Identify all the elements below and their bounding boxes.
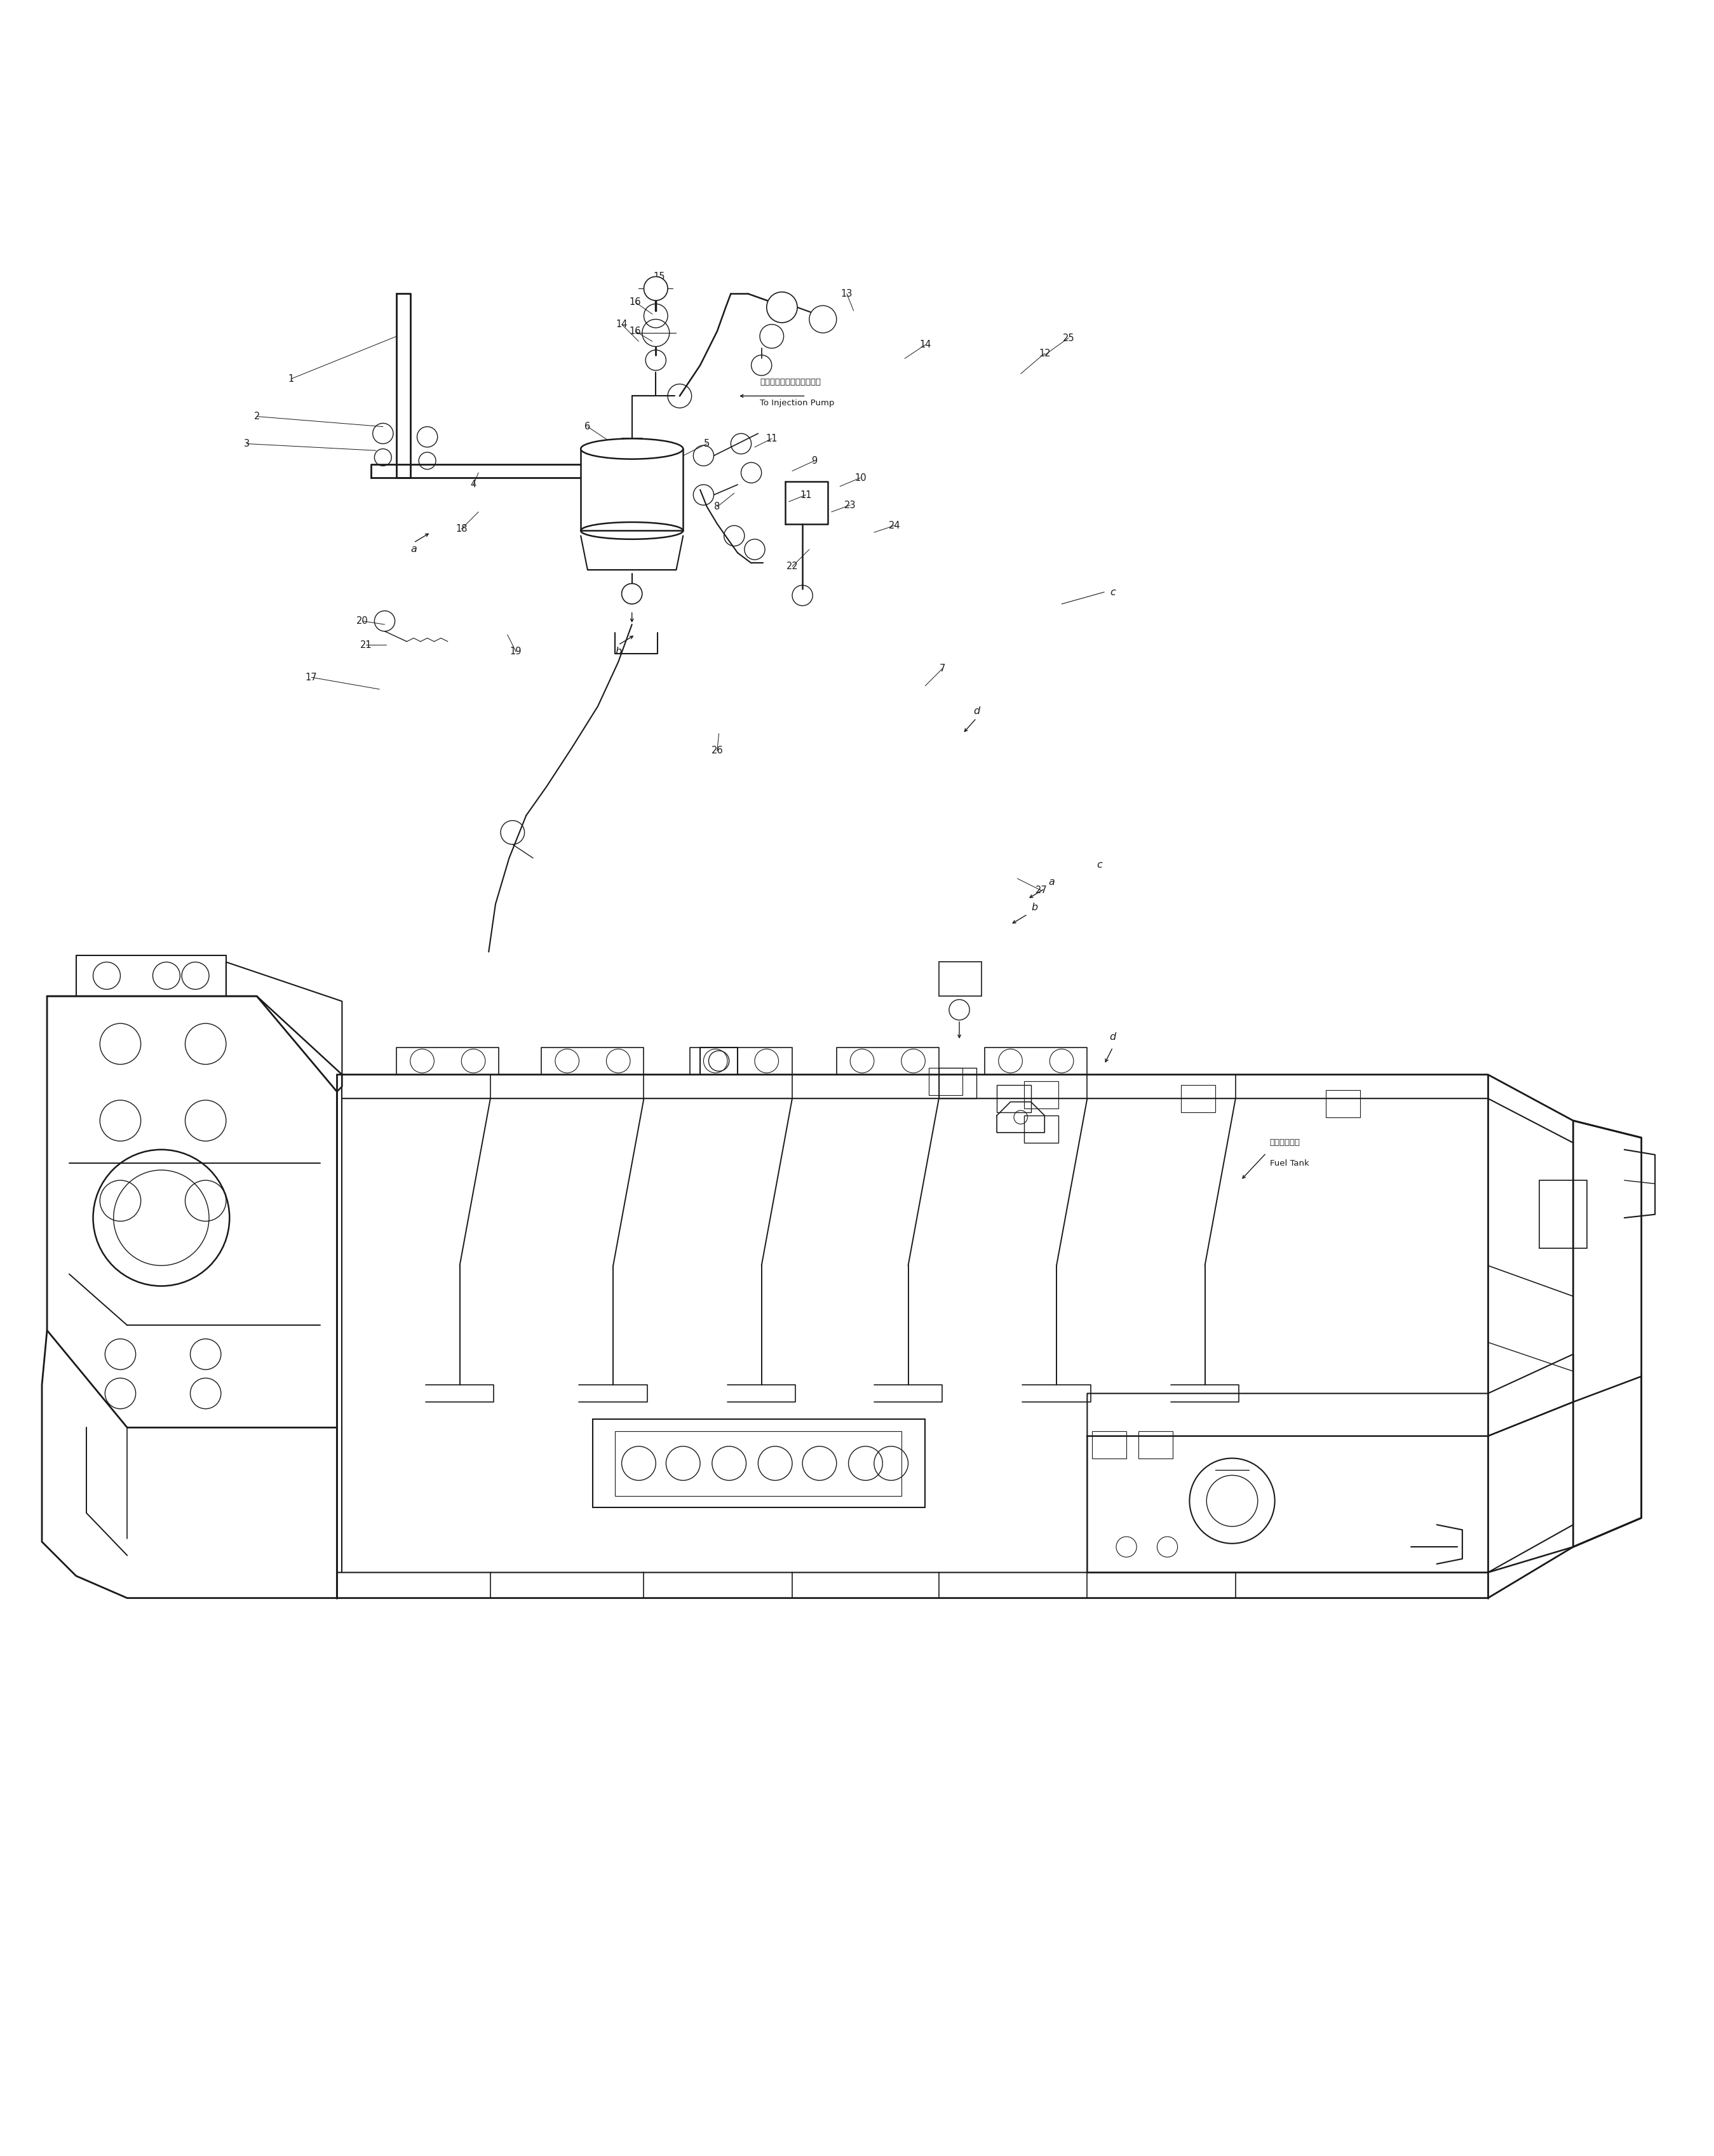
Text: 7: 7 — [939, 664, 944, 673]
Circle shape — [644, 276, 668, 300]
Text: 5: 5 — [704, 440, 710, 448]
Bar — [1138, 1432, 1172, 1457]
Bar — [929, 1067, 963, 1095]
Text: 26: 26 — [711, 746, 723, 755]
Bar — [939, 1067, 977, 1097]
Circle shape — [766, 291, 797, 323]
Bar — [1023, 1082, 1058, 1108]
Text: 16: 16 — [629, 298, 641, 306]
Bar — [1181, 1084, 1215, 1112]
Text: 15: 15 — [653, 272, 665, 282]
Text: 24: 24 — [888, 522, 900, 530]
Text: d: d — [974, 707, 980, 716]
Text: 20: 20 — [357, 617, 369, 625]
Text: 21: 21 — [360, 640, 372, 649]
Text: a: a — [411, 545, 417, 554]
Text: 16: 16 — [629, 326, 641, 336]
Ellipse shape — [581, 438, 684, 459]
Text: 1: 1 — [288, 375, 293, 384]
Bar — [1327, 1091, 1359, 1117]
Text: a: a — [1049, 877, 1054, 886]
Bar — [615, 1432, 902, 1496]
Text: 14: 14 — [919, 341, 931, 349]
Text: b: b — [1032, 903, 1037, 912]
Text: 13: 13 — [842, 289, 852, 298]
Text: 6: 6 — [584, 423, 591, 431]
Text: インジェクションポンプへ: インジェクションポンプへ — [759, 377, 821, 386]
Bar — [1092, 1432, 1126, 1457]
Text: Fuel Tank: Fuel Tank — [1270, 1160, 1309, 1166]
Text: 17: 17 — [305, 673, 317, 681]
Text: To Injection Pump: To Injection Pump — [759, 399, 835, 407]
Text: 25: 25 — [1063, 334, 1075, 343]
Text: フェルタンク: フェルタンク — [1270, 1138, 1301, 1147]
Circle shape — [622, 584, 643, 604]
Text: b: b — [615, 647, 622, 655]
Text: 2: 2 — [254, 412, 261, 420]
Bar — [939, 962, 982, 996]
Circle shape — [809, 306, 836, 332]
Bar — [593, 1419, 926, 1507]
Text: d: d — [1109, 1033, 1116, 1041]
Text: c: c — [1097, 860, 1102, 869]
Text: 18: 18 — [456, 524, 468, 535]
Text: 22: 22 — [787, 563, 799, 571]
Text: 11: 11 — [766, 433, 778, 444]
Text: 9: 9 — [811, 457, 818, 466]
Text: 10: 10 — [855, 472, 866, 483]
Bar — [581, 448, 684, 530]
Bar — [1539, 1179, 1587, 1248]
Text: 11: 11 — [800, 489, 812, 500]
Text: 4: 4 — [470, 481, 476, 489]
Bar — [998, 1084, 1030, 1112]
Text: 27: 27 — [1035, 886, 1047, 895]
Text: c: c — [1111, 586, 1116, 597]
Text: 8: 8 — [715, 502, 720, 511]
Text: 23: 23 — [845, 500, 855, 509]
Bar — [1023, 1115, 1058, 1143]
Text: 19: 19 — [511, 647, 521, 655]
Text: 14: 14 — [615, 319, 627, 330]
Text: 12: 12 — [1039, 349, 1051, 358]
Text: 3: 3 — [243, 440, 250, 448]
